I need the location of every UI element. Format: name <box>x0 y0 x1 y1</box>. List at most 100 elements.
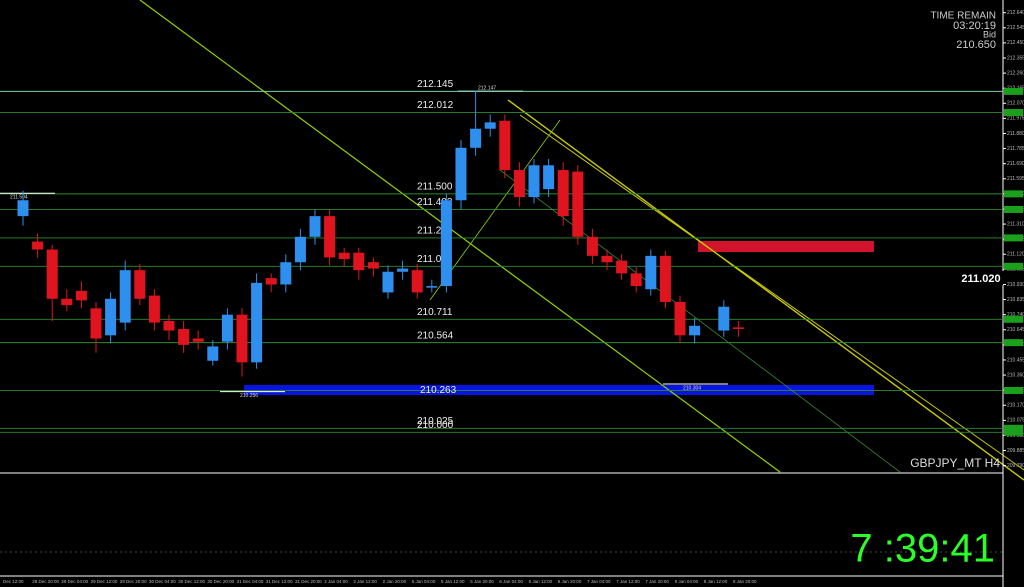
candle-body <box>134 270 146 299</box>
x-tick-label: 7 Jan 12:00 <box>616 579 640 584</box>
level-label: 211.500 <box>417 182 453 193</box>
y-tick-label: 211.310 <box>1007 221 1024 227</box>
y-tick-label: 211.975 <box>1007 116 1024 122</box>
candle-body <box>90 308 102 339</box>
y-tick-label: 210.075 <box>1007 418 1024 424</box>
bid: 210.650 <box>956 39 996 51</box>
candle-body <box>294 236 306 263</box>
level-tag <box>1004 205 1023 213</box>
level-tag <box>1004 190 1023 198</box>
level-label: 212.012 <box>417 100 454 111</box>
x-tick-label: 31 Dec 20:00 <box>295 579 322 584</box>
x-tick-label: 8 Jan 04:00 <box>675 579 699 584</box>
y-tick-label: 210.360 <box>1007 372 1024 378</box>
candle-body <box>499 120 511 171</box>
x-tick-label: 6 Jan 12:00 <box>529 579 553 584</box>
level-tag <box>1004 109 1023 117</box>
level-label: 210.564 <box>417 330 454 341</box>
y-tick-label: 211.120 <box>1007 252 1024 258</box>
y-tick-label: 209.885 <box>1007 448 1024 454</box>
candle-body <box>367 262 379 269</box>
candle-body <box>543 165 555 190</box>
candle-body <box>46 249 58 299</box>
candle-body <box>397 268 409 272</box>
candle-body <box>557 170 569 217</box>
y-tick-label: 209.980 <box>1007 433 1024 439</box>
candle-body <box>513 170 525 198</box>
x-tick-label: 29 Dec 12:00 <box>91 579 118 584</box>
candle-body <box>338 252 350 260</box>
x-tick-label: 8 Jan 12:00 <box>704 579 728 584</box>
symbol: GBPJPY_MT H4 <box>910 456 1000 470</box>
trend-line <box>507 99 1024 481</box>
level-tag <box>1004 339 1023 347</box>
x-tick-label: 30 Dec 20:00 <box>207 579 234 584</box>
current-price: 211.020 <box>961 273 1000 285</box>
y-tick-label: 211.690 <box>1007 161 1024 167</box>
x-tick-label: 29 Dec 04:00 <box>61 579 88 584</box>
x-tick-label: 7 Jan 04:00 <box>587 579 611 584</box>
candle-body <box>265 278 277 285</box>
x-tick-label: 2 Jan 12:00 <box>353 579 377 584</box>
x-tick-label: 6 Jan 04:00 <box>499 579 523 584</box>
clock: 7 :39:41 <box>850 527 995 571</box>
candle-body <box>616 260 628 274</box>
candle-body <box>674 301 686 336</box>
level-label: 210.000 <box>417 420 454 431</box>
y-tick-label: 211.785 <box>1007 146 1024 152</box>
candle-body <box>251 282 263 363</box>
candle-body <box>148 295 160 323</box>
candle-body <box>178 328 190 345</box>
candle-body <box>440 200 452 287</box>
candle-body <box>645 255 657 290</box>
timer-title: TIME REMAIN <box>930 11 996 22</box>
candle-body <box>309 216 321 237</box>
y-tick-label: 212.070 <box>1007 101 1024 107</box>
trend-line <box>139 0 781 473</box>
level-label: 210.025 <box>417 416 454 427</box>
support-zone <box>244 385 874 395</box>
x-tick-label: 29 Dec 20:00 <box>120 579 147 584</box>
candle-body <box>732 327 744 329</box>
x-tick-label: 31 Dec 12:00 <box>266 579 293 584</box>
y-tick-label: 210.170 <box>1007 403 1024 409</box>
x-tick-label: 8 Jan 20:00 <box>733 579 757 584</box>
y-tick-label: 211.880 <box>1007 131 1024 137</box>
x-tick-label: Dec 12:00 <box>3 579 24 584</box>
candle-body <box>426 286 438 288</box>
y-tick-label: 210.930 <box>1007 282 1024 288</box>
candle-body <box>119 270 131 323</box>
trend-line <box>499 169 901 473</box>
candle-body <box>659 255 671 302</box>
x-tick-label: 31 Dec 04:00 <box>237 579 264 584</box>
candle-body <box>718 306 730 331</box>
y-tick-label: 209.790 <box>1007 463 1024 469</box>
y-tick-label: 212.450 <box>1007 40 1024 46</box>
candle-body <box>411 270 423 293</box>
candle-body <box>484 122 496 129</box>
candle-body <box>572 171 584 237</box>
level-label: 211.044 <box>417 254 453 265</box>
bid-label: Bid <box>983 29 996 39</box>
level-tag <box>1004 315 1023 323</box>
candle-body <box>455 147 467 201</box>
candle-body <box>630 273 642 287</box>
marker-label: 212.147 <box>478 85 496 91</box>
candle-body <box>105 298 117 336</box>
x-tick-label: 30 Dec 04:00 <box>149 579 176 584</box>
candle-body <box>75 290 87 301</box>
candle-body <box>207 346 219 361</box>
y-tick-label: 211.595 <box>1007 176 1024 182</box>
x-tick-label: 7 Jan 20:00 <box>645 579 669 584</box>
resistance-zone <box>698 241 874 252</box>
level-tag <box>1004 424 1023 432</box>
level-label: 210.263 <box>420 385 457 396</box>
y-tick-label: 210.455 <box>1007 357 1024 363</box>
candle-body <box>324 216 336 258</box>
level-label: 211.223 <box>417 226 453 237</box>
x-tick-label: 2 Jan 20:00 <box>383 579 407 584</box>
y-tick-label: 210.645 <box>1007 327 1024 333</box>
candle-body <box>470 128 482 148</box>
